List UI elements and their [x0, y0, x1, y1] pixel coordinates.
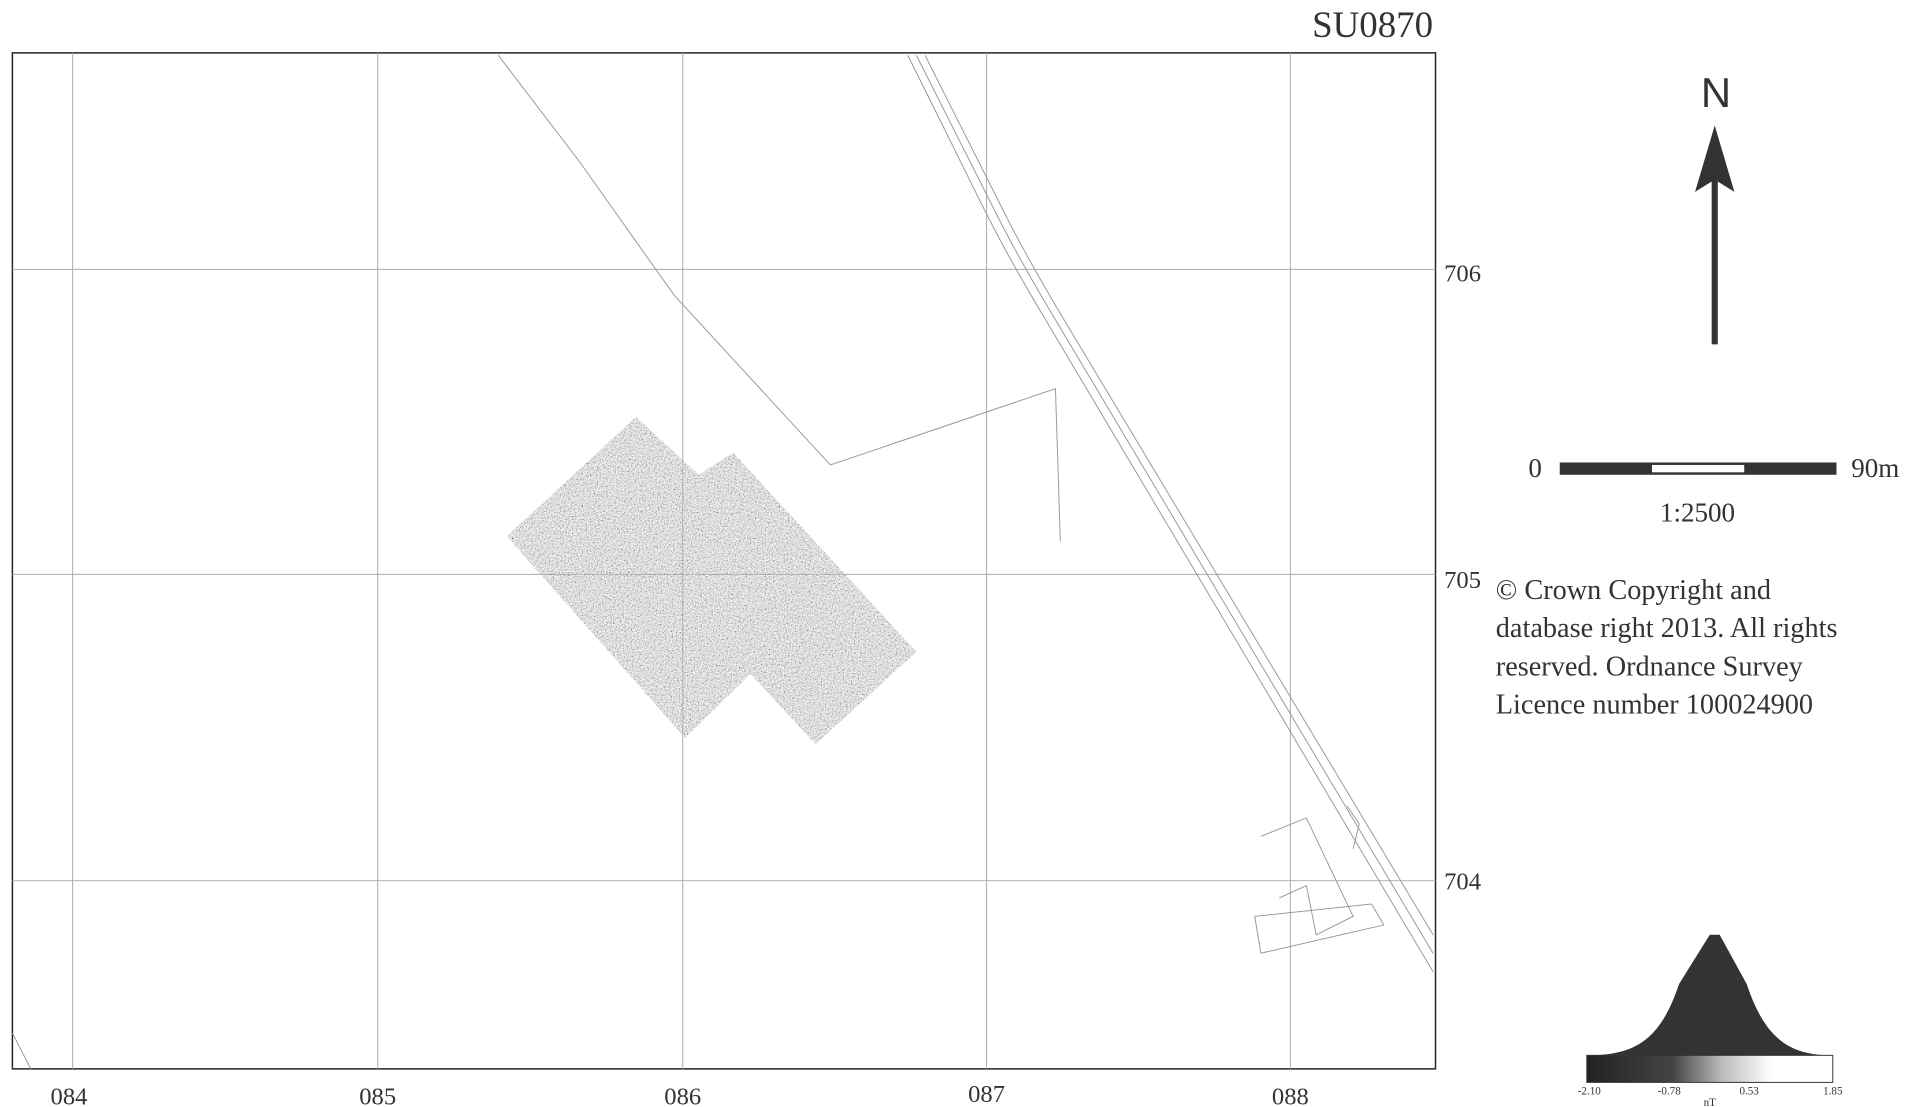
- copyright-line: © Crown Copyright and: [1496, 575, 1771, 606]
- copyright: © Crown Copyright and database right 201…: [1496, 575, 1838, 720]
- legend: -2.10 -0.78 0.53 1.85 nT: [1578, 935, 1843, 1107]
- copyright-line: database right 2013. All rights: [1496, 613, 1838, 644]
- northing-label: 705: [1444, 567, 1481, 594]
- northing-label: 704: [1444, 868, 1481, 895]
- easting-label: 085: [359, 1084, 396, 1107]
- map-sheet: SU0870 084 085 086 087 088 706 705 704: [0, 0, 1919, 1107]
- scale-ratio: 1:2500: [1660, 498, 1735, 528]
- easting-label: 088: [1272, 1084, 1309, 1107]
- scale-end: 90m: [1851, 453, 1899, 483]
- sheet-title: SU0870: [1312, 4, 1433, 45]
- legend-tick: 0.53: [1739, 1086, 1759, 1098]
- easting-label: 086: [664, 1084, 701, 1107]
- northing-label: 706: [1444, 261, 1481, 288]
- legend-unit: nT: [1704, 1097, 1717, 1107]
- easting-label: 084: [51, 1084, 88, 1107]
- legend-tick: -0.78: [1658, 1086, 1682, 1098]
- copyright-line: reserved. Ordnance Survey: [1496, 651, 1804, 682]
- north-label: N: [1701, 69, 1731, 116]
- scale-start: 0: [1528, 453, 1542, 483]
- north-arrow: N: [1695, 69, 1734, 344]
- map-frame: [12, 53, 1435, 1069]
- scale-bar: 0 90m 1:2500: [1528, 453, 1899, 527]
- copyright-line: Licence number 100024900: [1496, 689, 1813, 720]
- easting-label: 087: [968, 1081, 1005, 1107]
- legend-tick: -2.10: [1578, 1086, 1602, 1098]
- legend-tick: 1.85: [1823, 1086, 1843, 1098]
